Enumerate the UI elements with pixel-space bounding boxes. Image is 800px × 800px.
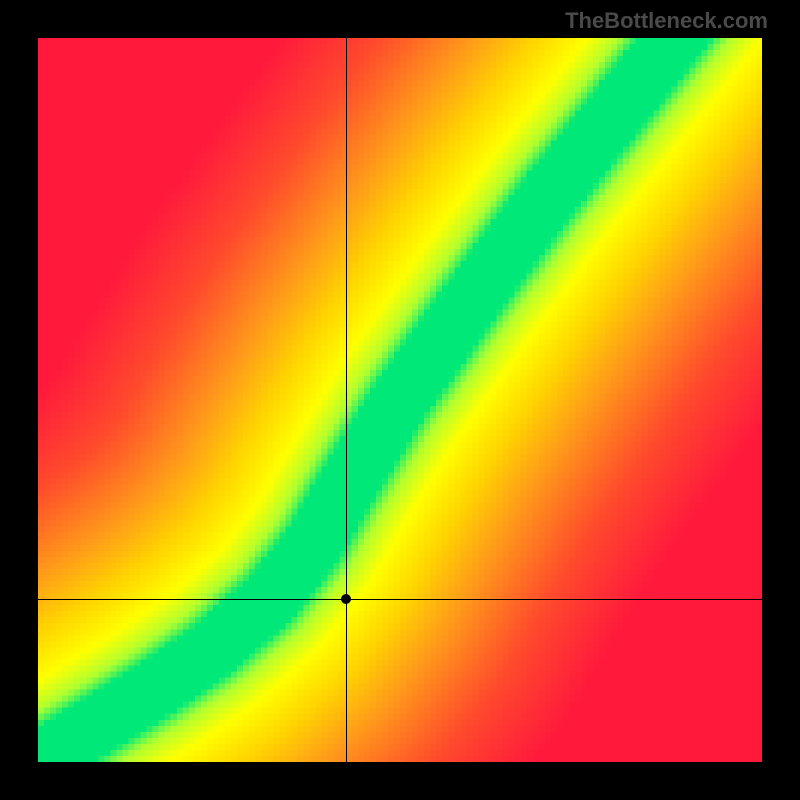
watermark-text: TheBottleneck.com <box>565 8 768 34</box>
heatmap-canvas <box>38 38 762 762</box>
crosshair-marker <box>341 594 351 604</box>
plot-area <box>38 38 762 762</box>
crosshair-vertical <box>346 38 347 762</box>
crosshair-horizontal <box>38 599 762 600</box>
